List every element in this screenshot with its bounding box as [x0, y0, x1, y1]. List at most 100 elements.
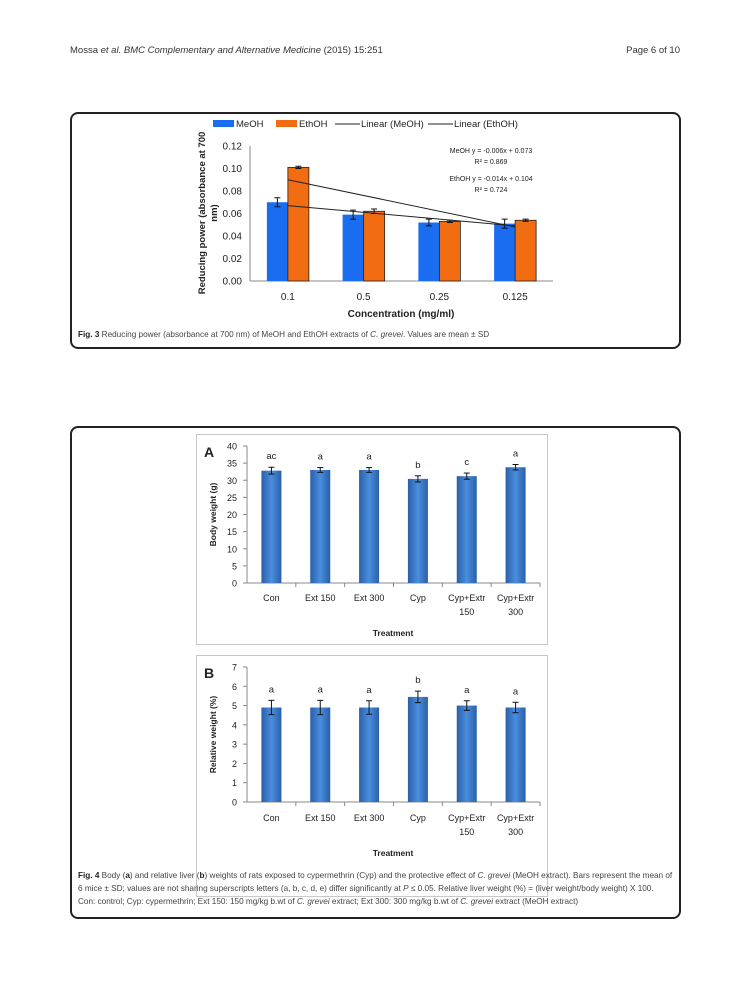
- legend-label: EthOH: [299, 119, 328, 130]
- figure-3-caption: Fig. 3 Reducing power (absorbance at 700…: [78, 328, 673, 341]
- bar: [407, 478, 428, 583]
- figure-3-box: [70, 112, 681, 349]
- y-tick-label: 0.02: [223, 254, 243, 265]
- x-tick-label: Cyp: [410, 593, 426, 603]
- bar-meoh: [418, 222, 440, 281]
- fig4-caption-p: P: [403, 884, 409, 893]
- x-tick-label: Ext 150: [305, 593, 336, 603]
- x-tick-label: Ext 300: [354, 593, 385, 603]
- legend-swatch: [276, 120, 297, 127]
- significance-letter: a: [318, 684, 324, 695]
- y-tick-label: 4: [232, 720, 237, 730]
- x-tick-label: Cyp: [410, 813, 426, 823]
- fig3-caption-end: . Values are mean ± SD: [402, 330, 490, 339]
- fig4-caption-label: Fig. 4: [78, 871, 100, 880]
- y-tick-label: 0: [232, 579, 237, 589]
- significance-letter: ac: [266, 451, 276, 462]
- header-authors: Mossa: [70, 45, 101, 56]
- fig4-caption-species: C. grevei: [296, 897, 330, 906]
- x-tick-label: Cyp+Extr: [448, 593, 485, 603]
- x-tick-label: Ext 300: [354, 813, 385, 823]
- y-tick-label: 0.04: [223, 232, 243, 243]
- y-tick-label: 0.10: [223, 164, 243, 175]
- significance-letter: a: [366, 685, 372, 696]
- y-tick-label: 0.08: [223, 187, 243, 198]
- x-axis-title: Concentration (mg/ml): [348, 309, 455, 320]
- y-tick-label: 5: [232, 701, 237, 711]
- trend-equation: EthOH y = -0.014x + 0.104: [449, 176, 532, 183]
- fig4-caption-species: C. grevei: [460, 897, 494, 906]
- bar: [505, 707, 526, 802]
- y-axis-title: Relative weight (%): [208, 696, 218, 774]
- bar: [359, 707, 380, 802]
- x-tick-label: 300: [508, 607, 523, 617]
- y-axis-title: Body weight (g): [208, 482, 218, 546]
- figure-4a-panel: [196, 434, 548, 645]
- y-tick-label: 10: [227, 544, 237, 554]
- y-tick-label: 30: [227, 476, 237, 486]
- x-tick-label: 150: [459, 607, 474, 617]
- y-tick-label: 5: [232, 561, 237, 571]
- legend-label: Linear (EthOH): [454, 119, 518, 130]
- bar: [310, 707, 331, 802]
- fig3-caption-label: Fig. 3: [78, 330, 100, 339]
- fig4-caption-part: ) weights of rats exposed to cypermethri…: [204, 871, 478, 880]
- x-tick-label: 0.5: [357, 292, 371, 303]
- significance-letter: b: [415, 675, 420, 686]
- x-tick-label: Con: [263, 593, 280, 603]
- fig4-caption-part: ≤ 0.05. Relative liver weight (%) = (liv…: [78, 884, 654, 906]
- figure-4-box: [70, 426, 681, 919]
- y-tick-label: 7: [232, 663, 237, 673]
- y-tick-label: 1: [232, 778, 237, 788]
- panel-label: A: [204, 444, 214, 460]
- y-tick-label: 25: [227, 493, 237, 503]
- significance-letter: a: [513, 448, 519, 459]
- header-journal: BMC Complementary and Alternative Medici…: [121, 45, 321, 56]
- y-tick-label: 6: [232, 682, 237, 692]
- running-header: Mossa et al. BMC Complementary and Alter…: [70, 45, 383, 56]
- bar: [359, 469, 380, 583]
- y-axis-title-line: Reducing power (absorbance at 700: [197, 132, 208, 295]
- bar: [261, 707, 282, 802]
- bar-meoh: [494, 223, 516, 281]
- bar: [261, 470, 282, 583]
- significance-letter: a: [366, 452, 372, 463]
- bar: [456, 705, 477, 802]
- x-tick-label: 150: [459, 827, 474, 837]
- x-tick-label: Ext 150: [305, 813, 336, 823]
- fig4-caption-part: extract (MeOH extract): [493, 897, 579, 906]
- y-tick-label: 20: [227, 510, 237, 520]
- page-number: Page 6 of 10: [626, 45, 680, 56]
- y-tick-label: 35: [227, 459, 237, 469]
- y-tick-label: 3: [232, 740, 237, 750]
- x-axis-title: Treatment: [373, 848, 414, 858]
- y-tick-label: 0.00: [223, 277, 243, 288]
- legend-label: MeOH: [236, 119, 264, 130]
- bar: [407, 696, 428, 802]
- header-etal: et al.: [100, 45, 122, 56]
- x-tick-label: Con: [263, 813, 280, 823]
- trendline: [287, 205, 516, 227]
- trend-r2: R² = 0.724: [475, 187, 508, 194]
- fig4-caption-a: a: [125, 871, 130, 880]
- significance-letter: a: [269, 684, 275, 695]
- significance-letter: a: [464, 685, 470, 696]
- legend-label: Linear (MeOH): [361, 119, 424, 130]
- x-tick-label: Cyp+Extr: [497, 813, 534, 823]
- significance-letter: a: [513, 686, 519, 697]
- bar: [505, 467, 526, 583]
- y-tick-label: 0.06: [223, 209, 243, 220]
- fig4-caption-species: C. grevei: [477, 871, 511, 880]
- fig4-caption-part: ) and relative liver (: [129, 871, 200, 880]
- significance-letter: c: [464, 457, 469, 468]
- y-tick-label: 0.12: [223, 142, 243, 153]
- x-tick-label: Cyp+Extr: [497, 593, 534, 603]
- y-tick-label: 0: [232, 798, 237, 808]
- fig4-caption-b: b: [199, 871, 205, 880]
- bar: [456, 476, 477, 583]
- figure-4-caption: Fig. 4 Body (a) and relative liver (b) w…: [78, 869, 673, 908]
- fig3-caption-species: C. grevei: [370, 330, 403, 339]
- x-tick-label: Cyp+Extr: [448, 813, 485, 823]
- bar-meoh: [266, 202, 288, 281]
